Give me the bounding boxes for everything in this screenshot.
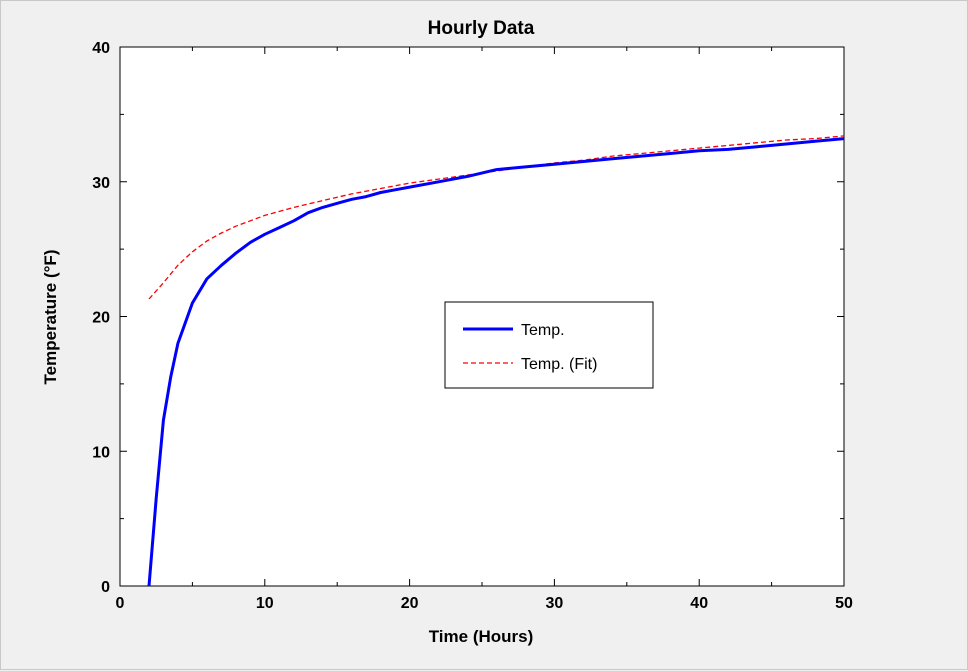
- legend: Temp. Temp. (Fit): [444, 301, 654, 389]
- x-tick-label: 30: [546, 595, 564, 612]
- legend-label-temp: Temp.: [521, 322, 565, 339]
- legend-box: [444, 301, 654, 389]
- y-tick-label: 40: [92, 40, 110, 57]
- series-line-temp: [147, 137, 845, 587]
- tick-labels: 0 10 20 30 40 50 0 10 20 30 40: [92, 40, 853, 612]
- x-tick-label: 0: [116, 595, 125, 612]
- y-axis-label: Temperature (°F): [41, 250, 60, 385]
- legend-label-temp-fit: Temp. (Fit): [521, 356, 597, 373]
- y-tick-label: 0: [101, 579, 110, 596]
- series-line-temp-fit: [148, 135, 845, 300]
- x-tick-label: 40: [690, 595, 708, 612]
- y-tick-label: 30: [92, 175, 110, 192]
- series-lines: [147, 135, 845, 587]
- y-tick-label: 20: [92, 310, 110, 327]
- y-tick-label: 10: [92, 444, 110, 461]
- axis-ticks: [119, 46, 845, 587]
- x-axis-label: Time (Hours): [429, 627, 534, 646]
- chart-title: Hourly Data: [428, 18, 535, 39]
- x-tick-label: 10: [256, 595, 274, 612]
- x-tick-label: 20: [401, 595, 419, 612]
- x-tick-label: 50: [835, 595, 853, 612]
